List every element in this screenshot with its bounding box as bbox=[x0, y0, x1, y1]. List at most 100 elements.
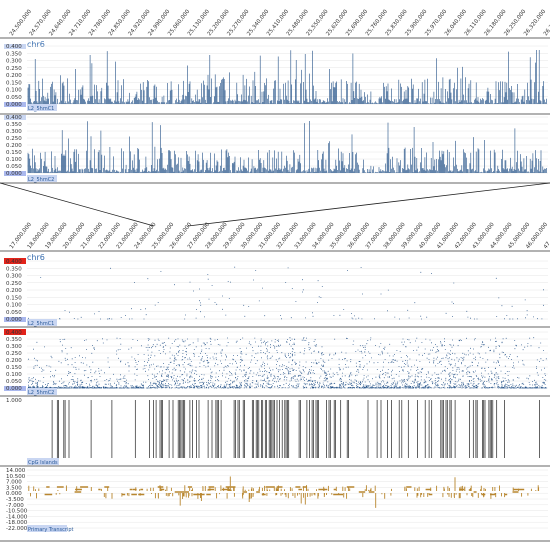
y-tick-label: 0.250 bbox=[6, 281, 22, 287]
bottom-track-1-grid bbox=[27, 260, 548, 320]
y-tick-label: 0.000 bbox=[6, 102, 22, 108]
cpg-track-label: CpG Islands bbox=[28, 460, 58, 466]
y-tick-label: 7.000 bbox=[6, 480, 22, 486]
top-axis-tick-labels: 24,500,00024,570,00024,640,00024,710,000… bbox=[9, 8, 550, 37]
signal-dots bbox=[28, 266, 544, 320]
zoom-connector-left bbox=[0, 182, 155, 227]
top-track-2: 0.4000.3500.3000.2500.2000.1500.1000.050… bbox=[4, 115, 548, 183]
y-tick-label: 0.000 bbox=[6, 386, 22, 392]
top-chromosome-label: chr6 bbox=[27, 40, 45, 49]
transcript-y-ticks: 14.00010.5007.0003.5000.000-3.500-7.000-… bbox=[6, 468, 28, 532]
y-tick-label: 0.150 bbox=[6, 295, 22, 301]
y-tick-label: 0.050 bbox=[6, 379, 22, 385]
top-track-2-y-ticks: 0.4000.3500.3000.2500.2000.1500.1000.050… bbox=[6, 115, 22, 177]
y-tick-label: 0.300 bbox=[6, 59, 22, 65]
axis-tick-label: 47 bbox=[543, 241, 550, 251]
transcript-track-label: Primary Transcript bbox=[28, 527, 73, 533]
transcript-blocks bbox=[44, 486, 525, 496]
y-tick-label: 0.050 bbox=[6, 310, 22, 316]
y-max-highlight bbox=[4, 329, 26, 335]
bottom-axis-tick-labels: 17,000,00018,000,00019,000,00020,000,000… bbox=[9, 221, 550, 250]
y-tick-label: 0.250 bbox=[6, 351, 22, 357]
y-tick-label: 0.050 bbox=[6, 95, 22, 101]
y-tick-label: 0.350 bbox=[6, 122, 22, 128]
y-tick-label: 0.150 bbox=[6, 80, 22, 86]
y-min-highlight bbox=[4, 317, 26, 322]
y-tick-label: 0.400 bbox=[6, 330, 22, 336]
y-tick-label: 0.400 bbox=[6, 259, 22, 265]
y-tick-label: 0.300 bbox=[6, 344, 22, 350]
y-min-highlight bbox=[4, 171, 26, 176]
y-tick-label: 0.100 bbox=[6, 372, 22, 378]
cpg-islands-track: 1.000 CpG Islands bbox=[6, 398, 540, 466]
y-tick-label: 0.150 bbox=[6, 365, 22, 371]
signal-bars bbox=[27, 121, 547, 173]
bottom-track-1-label: L2_5hmC1 bbox=[28, 321, 54, 327]
y-tick-label: 3.500 bbox=[6, 485, 22, 491]
y-tick-label: 14.000 bbox=[6, 468, 26, 474]
y-tick-label: 0.350 bbox=[6, 266, 22, 272]
y-min-highlight bbox=[4, 386, 26, 391]
y-tick-label: 0.400 bbox=[6, 44, 22, 50]
y-tick-label: -22.000 bbox=[6, 526, 28, 532]
y-tick-label: 0.400 bbox=[6, 115, 22, 121]
track-label-bg bbox=[27, 104, 57, 111]
y-tick-label: 0.100 bbox=[6, 157, 22, 163]
y-tick-label: 0.100 bbox=[6, 88, 22, 94]
y-tick-label: -7.000 bbox=[6, 503, 24, 509]
y-tick-label: 0.200 bbox=[6, 288, 22, 294]
signal-bars bbox=[27, 50, 547, 104]
y-tick-label: 0.050 bbox=[6, 164, 22, 170]
track-label-bg bbox=[27, 319, 57, 326]
y-tick-label: 0.300 bbox=[6, 129, 22, 135]
bottom-track-2-y-ticks: 0.4000.3500.3000.2500.2000.1500.1000.050… bbox=[6, 330, 22, 392]
y-tick-label: -3.500 bbox=[6, 497, 24, 503]
top-track-2-signal bbox=[27, 121, 547, 173]
y-tick-label: 0.350 bbox=[6, 51, 22, 57]
cpg-y-tick: 1.000 bbox=[6, 398, 22, 404]
track-label-bg bbox=[27, 525, 67, 532]
y-max-highlight bbox=[4, 258, 26, 264]
y-tick-label: 0.200 bbox=[6, 73, 22, 79]
cpg-island-marks bbox=[51, 400, 540, 458]
bottom-track-2: 0.4000.3500.3000.2500.2000.1500.1000.050… bbox=[4, 329, 548, 396]
y-min-highlight bbox=[4, 102, 26, 107]
bottom-track-2-grid bbox=[27, 331, 548, 389]
bottom-track-2-label: L2_5hmC2 bbox=[28, 390, 54, 396]
track-label-bg bbox=[27, 458, 59, 465]
y-tick-label: 0.250 bbox=[6, 66, 22, 72]
transcript-ticks bbox=[28, 476, 540, 508]
bottom-track-2-signal bbox=[28, 337, 547, 389]
y-tick-label: -14.000 bbox=[6, 514, 28, 520]
top-track-2-label: L2_5hmC2 bbox=[28, 177, 54, 183]
y-max-highlight bbox=[4, 115, 26, 120]
y-tick-label: 0.200 bbox=[6, 358, 22, 364]
y-tick-label: 0.150 bbox=[6, 150, 22, 156]
y-tick-label: 0.350 bbox=[6, 337, 22, 343]
y-tick-label: 0.300 bbox=[6, 274, 22, 280]
top-track-1-signal bbox=[27, 50, 547, 104]
y-tick-label: 0.250 bbox=[6, 136, 22, 142]
y-tick-label: 0.000 bbox=[6, 491, 22, 497]
bottom-chromosome-label: chr6 bbox=[27, 253, 45, 262]
top-track-1-label: L2_5hmC1 bbox=[28, 106, 54, 112]
cpg-island-lines bbox=[51, 400, 540, 458]
zoom-connector-right bbox=[187, 182, 550, 227]
y-tick-label: 10.500 bbox=[6, 474, 26, 480]
y-tick-label: 0.200 bbox=[6, 143, 22, 149]
y-tick-label: 0.000 bbox=[6, 171, 22, 177]
y-max-highlight bbox=[4, 44, 26, 49]
y-tick-label: -18.000 bbox=[6, 520, 28, 526]
y-tick-label: -10.500 bbox=[6, 509, 28, 515]
track-label-bg bbox=[27, 175, 57, 182]
axis-tick-label: 26,390, bbox=[543, 17, 550, 37]
track-label-bg bbox=[27, 388, 57, 395]
y-tick-label: 0.100 bbox=[6, 303, 22, 309]
transcript-grid bbox=[27, 469, 548, 529]
transcript-marks bbox=[28, 476, 540, 508]
